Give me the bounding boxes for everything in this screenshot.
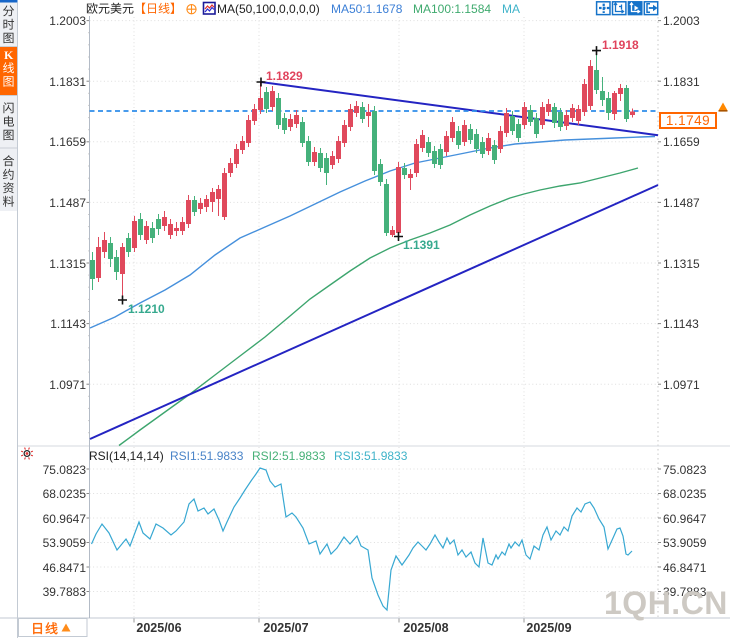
- svg-text:K: K: [4, 48, 14, 62]
